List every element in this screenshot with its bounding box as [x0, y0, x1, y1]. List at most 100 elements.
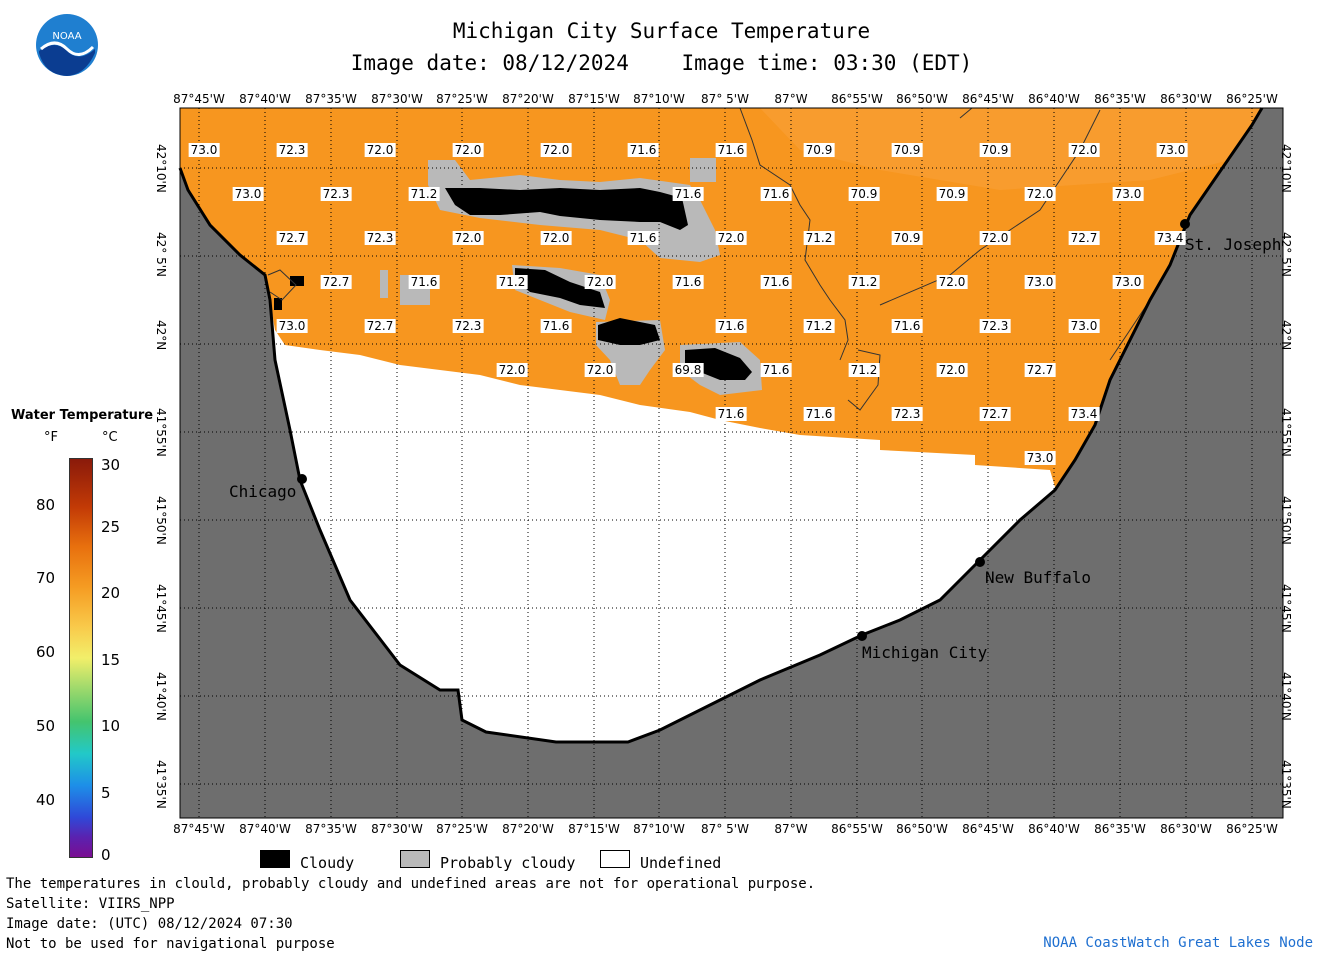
- temperature-value: 71.6: [672, 187, 704, 201]
- right-lat-label: 41°35'N: [1279, 760, 1293, 809]
- temperature-value: 71.2: [848, 275, 880, 289]
- celsius-tick: 15: [101, 651, 121, 669]
- temperature-value: 72.0: [364, 143, 396, 157]
- footer-nav-warning: Not to be used for navigational purpose: [6, 936, 335, 952]
- temperature-value: 71.2: [803, 231, 835, 245]
- key-cloudy-swatch: [260, 850, 290, 868]
- temperature-value: 72.0: [540, 143, 572, 157]
- temperature-value: 72.7: [979, 407, 1011, 421]
- temperature-value: 72.3: [276, 143, 308, 157]
- temperature-value: 71.2: [496, 275, 528, 289]
- temperature-value: 72.0: [452, 143, 484, 157]
- celsius-tick: 25: [101, 518, 121, 536]
- city-label-chicago: Chicago: [229, 482, 297, 501]
- footer-disclaimer: The temperatures in clould, probably clo…: [6, 876, 816, 892]
- footer-utc-date: Image date: (UTC) 08/12/2024 07:30: [6, 916, 293, 932]
- temperature-value: 71.6: [715, 319, 747, 333]
- bottom-lon-label: 86°55'W: [831, 822, 883, 836]
- left-lat-label: 42°10'N: [154, 144, 168, 193]
- temperature-value: 71.6: [715, 407, 747, 421]
- fahrenheit-tick: 40: [36, 791, 56, 809]
- key-cloudy-label: Cloudy: [300, 854, 355, 872]
- temperature-value: 72.3: [979, 319, 1011, 333]
- temperature-value: 72.7: [276, 231, 308, 245]
- left-lat-label: 41°40'N: [154, 672, 168, 721]
- temperature-value: 72.7: [320, 275, 352, 289]
- top-lon-label: 87°45'W: [173, 92, 225, 106]
- right-lat-label: 41°55'N: [1279, 408, 1293, 457]
- bottom-lon-label: 86°50'W: [896, 822, 948, 836]
- right-lat-label: 42°10'N: [1279, 144, 1293, 193]
- map-frame: [179, 107, 1284, 819]
- temperature-value: 72.0: [1068, 143, 1100, 157]
- temperature-value: 71.6: [891, 319, 923, 333]
- temperature-value: 73.4: [1068, 407, 1100, 421]
- fahrenheit-tick: 50: [36, 717, 56, 735]
- temperature-value: 73.0: [232, 187, 264, 201]
- image-date: Image date: 08/12/2024: [350, 51, 629, 75]
- temperature-value: 73.0: [1068, 319, 1100, 333]
- temperature-value: 70.9: [891, 143, 923, 157]
- top-lon-label: 87°20'W: [502, 92, 554, 106]
- bottom-lon-label: 87°10'W: [633, 822, 685, 836]
- right-lat-label: 42°N: [1279, 320, 1293, 351]
- bottom-lon-label: 86°45'W: [962, 822, 1014, 836]
- unit-fahrenheit: °F: [44, 430, 58, 445]
- st-joseph-marker: [1180, 219, 1190, 229]
- celsius-tick: 10: [101, 717, 121, 735]
- credit-link[interactable]: NOAA CoastWatch Great Lakes Node: [1043, 935, 1313, 951]
- temperature-value: 73.0: [1024, 451, 1056, 465]
- left-lat-label: 42° 5'N: [154, 232, 168, 277]
- bottom-lon-label: 87°35'W: [305, 822, 357, 836]
- temperature-value: 71.6: [627, 143, 659, 157]
- bottom-lon-label: 87°30'W: [371, 822, 423, 836]
- temperature-value: 69.8: [672, 363, 704, 377]
- temperature-value: 72.7: [1068, 231, 1100, 245]
- legend-title: Water Temperature: [11, 408, 154, 423]
- left-lat-label: 42°N: [154, 320, 168, 351]
- temperature-value: 72.7: [1024, 363, 1056, 377]
- temperature-value: 70.9: [803, 143, 835, 157]
- temperature-value: 72.7: [364, 319, 396, 333]
- top-lon-label: 86°45'W: [962, 92, 1014, 106]
- key-undefined-label: Undefined: [640, 854, 722, 872]
- temperature-value: 72.0: [1024, 187, 1056, 201]
- right-lat-label: 41°45'N: [1279, 584, 1293, 633]
- top-lon-label: 86°40'W: [1028, 92, 1080, 106]
- temperature-value: 73.4: [1154, 231, 1186, 245]
- left-lat-label: 41°45'N: [154, 584, 168, 633]
- temperature-value: 72.0: [936, 275, 968, 289]
- new-buffalo-marker: [975, 557, 985, 567]
- key-probably-cloudy-swatch: [400, 850, 430, 868]
- bottom-lon-label: 87°20'W: [502, 822, 554, 836]
- temperature-value: 71.2: [803, 319, 835, 333]
- svg-text:NOAA: NOAA: [52, 31, 81, 42]
- left-lat-label: 41°35'N: [154, 760, 168, 809]
- temperature-value: 72.0: [936, 363, 968, 377]
- key-undefined-swatch: [600, 850, 630, 868]
- bottom-lon-label: 87°45'W: [173, 822, 225, 836]
- bottom-lon-label: 86°40'W: [1028, 822, 1080, 836]
- top-lon-label: 87°10'W: [633, 92, 685, 106]
- temperature-value: 71.6: [672, 275, 704, 289]
- celsius-tick: 30: [101, 456, 121, 474]
- top-lon-label: 86°55'W: [831, 92, 883, 106]
- temperature-value: 73.0: [1112, 187, 1144, 201]
- temperature-value: 71.6: [408, 275, 440, 289]
- fahrenheit-tick: 80: [36, 496, 56, 514]
- left-lat-label: 41°55'N: [154, 408, 168, 457]
- top-lon-label: 87°35'W: [305, 92, 357, 106]
- temperature-value: 73.0: [1024, 275, 1056, 289]
- top-lon-label: 87°W: [774, 92, 808, 106]
- temperature-value: 73.0: [1112, 275, 1144, 289]
- temperature-value: 72.0: [584, 275, 616, 289]
- temperature-value: 72.0: [979, 231, 1011, 245]
- temperature-value: 71.2: [848, 363, 880, 377]
- celsius-tick: 5: [101, 784, 111, 802]
- temperature-value: 72.0: [540, 231, 572, 245]
- top-lon-label: 87° 5'W: [701, 92, 749, 106]
- temperature-value: 71.6: [760, 187, 792, 201]
- temperature-value: 72.0: [452, 231, 484, 245]
- temperature-value: 71.6: [803, 407, 835, 421]
